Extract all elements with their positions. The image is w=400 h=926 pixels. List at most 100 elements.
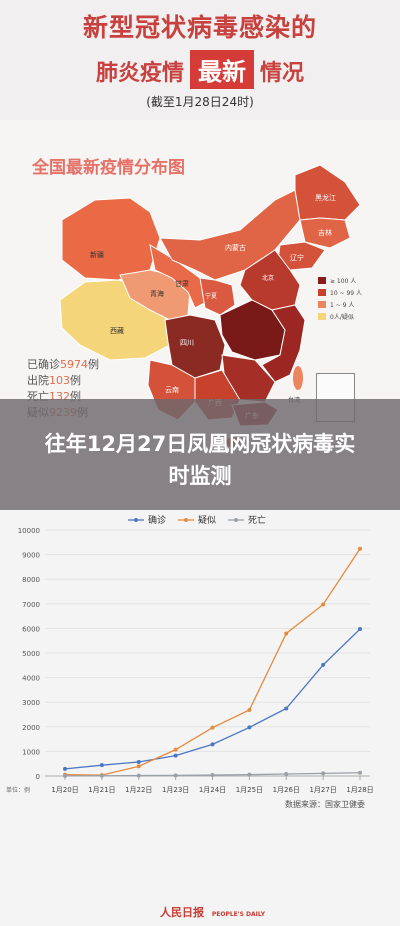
map-legend: ≥ 100 人 10 ~ 99 人 1 ~ 9 人 0人/疑似 <box>318 274 362 322</box>
province-east <box>261 304 306 383</box>
trend-line-chart: 0 1000 2000 3000 4000 5000 6000 7000 8000 9000 100… <box>6 514 374 809</box>
data-source: 数据来源：国家卫健委 <box>285 799 365 809</box>
province-xinjiang <box>61 197 161 281</box>
header-title-pre: 肺炎疫情 <box>95 61 184 86</box>
stat-confirmed: 已确诊5974例 <box>27 358 99 371</box>
legend-item: ≥ 100 人 <box>318 274 362 286</box>
legend-label: ≥ 100 人 <box>330 277 357 285</box>
x-tick-label: 1月28日 <box>346 786 373 794</box>
data-point <box>284 772 289 777</box>
x-tick-label: 1月23日 <box>162 786 189 794</box>
header-subtitle: (截至1月28日24时) <box>146 95 254 109</box>
title-overlay <box>0 399 400 510</box>
legend-swatch <box>318 312 326 320</box>
y-tick-label: 0 <box>36 773 40 781</box>
province-sichuan <box>164 314 226 379</box>
overlay-title: 往年12月27日凤凰网冠状病毒实时监测 <box>44 432 356 488</box>
x-tick-label: 1月27日 <box>309 786 336 794</box>
svg-text:甘肃: 甘肃 <box>175 279 189 288</box>
y-tick-label: 5000 <box>22 650 40 658</box>
data-point <box>247 707 252 712</box>
svg-text:黑龙江: 黑龙江 <box>315 193 336 202</box>
map-title: 全国最新疫情分布图 <box>32 158 185 178</box>
y-tick-label: 8000 <box>22 576 40 584</box>
province-heilongjiang <box>294 164 361 221</box>
data-point <box>63 773 67 778</box>
data-point <box>63 766 67 771</box>
chart-card: 0 1000 2000 3000 4000 5000 6000 7000 8000 9000 100… <box>0 510 400 926</box>
y-tick-label: 3000 <box>22 699 40 707</box>
province-taiwan <box>293 366 303 390</box>
logo-text: 人民日报 <box>160 906 204 919</box>
data-point <box>358 546 362 551</box>
data-point <box>321 662 326 667</box>
y-tick-label: 9000 <box>22 552 40 560</box>
data-point <box>284 631 289 636</box>
data-point <box>247 725 252 730</box>
svg-text:北京: 北京 <box>262 274 274 282</box>
data-point <box>99 763 104 768</box>
x-tick-label: 1月25日 <box>236 786 263 794</box>
header-title-post: 情况 <box>260 61 305 86</box>
stat-discharged: 出院103例 <box>27 374 81 387</box>
data-point <box>99 773 104 778</box>
province-ningxia <box>199 277 236 316</box>
data-point <box>173 747 178 752</box>
svg-text:四川: 四川 <box>180 339 194 347</box>
legend-swatch <box>318 276 326 284</box>
legend-label: 疑似 <box>198 515 216 526</box>
x-tick-label: 1月24日 <box>199 786 226 794</box>
data-point <box>358 770 362 775</box>
legend-item: 0人/疑似 <box>318 310 362 322</box>
x-tick-label: 1月26日 <box>273 786 300 794</box>
legend-label: 1 ~ 9 人 <box>330 301 355 309</box>
legend-marker <box>234 518 238 522</box>
data-point <box>210 772 215 777</box>
unit-label: 单位：例 <box>6 786 30 794</box>
header-banner: 新型冠状病毒感染的 肺炎疫情 最新 情况 (截至1月28日24时) <box>0 0 400 120</box>
y-tick-label: 4000 <box>22 675 40 683</box>
data-point <box>321 771 326 776</box>
y-tick-label: 1000 <box>22 748 40 756</box>
logo-sub: PEOPLE'S DAILY <box>211 911 266 918</box>
data-point <box>321 602 326 607</box>
x-tick-label: 1月21日 <box>88 786 115 794</box>
legend-label: 死亡 <box>248 514 266 526</box>
svg-text:内蒙古: 内蒙古 <box>225 243 246 252</box>
data-point <box>136 773 141 778</box>
legend-marker <box>184 518 188 522</box>
data-point <box>173 753 178 758</box>
people-daily-logo: 人民日报 PEOPLE'S DAILY <box>160 904 265 920</box>
legend-item: 1 ~ 9 人 <box>318 298 362 310</box>
data-point <box>358 627 362 632</box>
china-map: 新疆 西藏 青海 甘肃 内蒙古 黑龙江 吉林 辽宁 北京 宁夏 四川 云南 广西… <box>59 164 361 447</box>
header-title-highlight: 最新 <box>190 50 254 89</box>
legend-item: 10 ~ 99 人 <box>318 286 362 298</box>
data-point <box>284 706 289 711</box>
x-tick-label: 1月22日 <box>125 786 152 794</box>
legend-label: 0人/疑似 <box>330 313 354 321</box>
svg-text:云南: 云南 <box>165 385 179 394</box>
series-line-疑似 <box>64 548 361 776</box>
header-title-line1: 新型冠状病毒感染的 <box>82 13 317 42</box>
data-point <box>136 764 141 769</box>
x-tick-label: 1月20日 <box>51 786 78 794</box>
data-point <box>210 725 215 730</box>
province-neimenggu <box>159 189 301 281</box>
data-point <box>247 772 252 777</box>
y-tick-label: 10000 <box>18 527 40 535</box>
svg-text:宁夏: 宁夏 <box>205 292 217 300</box>
y-tick-label: 2000 <box>22 724 40 732</box>
svg-text:吉林: 吉林 <box>318 228 332 237</box>
header-title-line2: 肺炎疫情 最新 情况 <box>0 50 400 89</box>
svg-text:青海: 青海 <box>150 289 164 298</box>
legend-label: 确诊 <box>148 514 166 526</box>
svg-text:新疆: 新疆 <box>90 250 104 259</box>
svg-text:西藏: 西藏 <box>110 326 124 335</box>
data-point <box>210 742 215 747</box>
legend-swatch <box>318 300 326 308</box>
province-gansu <box>149 243 211 309</box>
y-tick-label: 6000 <box>22 625 40 633</box>
legend-marker <box>134 518 138 522</box>
data-point <box>136 759 141 764</box>
